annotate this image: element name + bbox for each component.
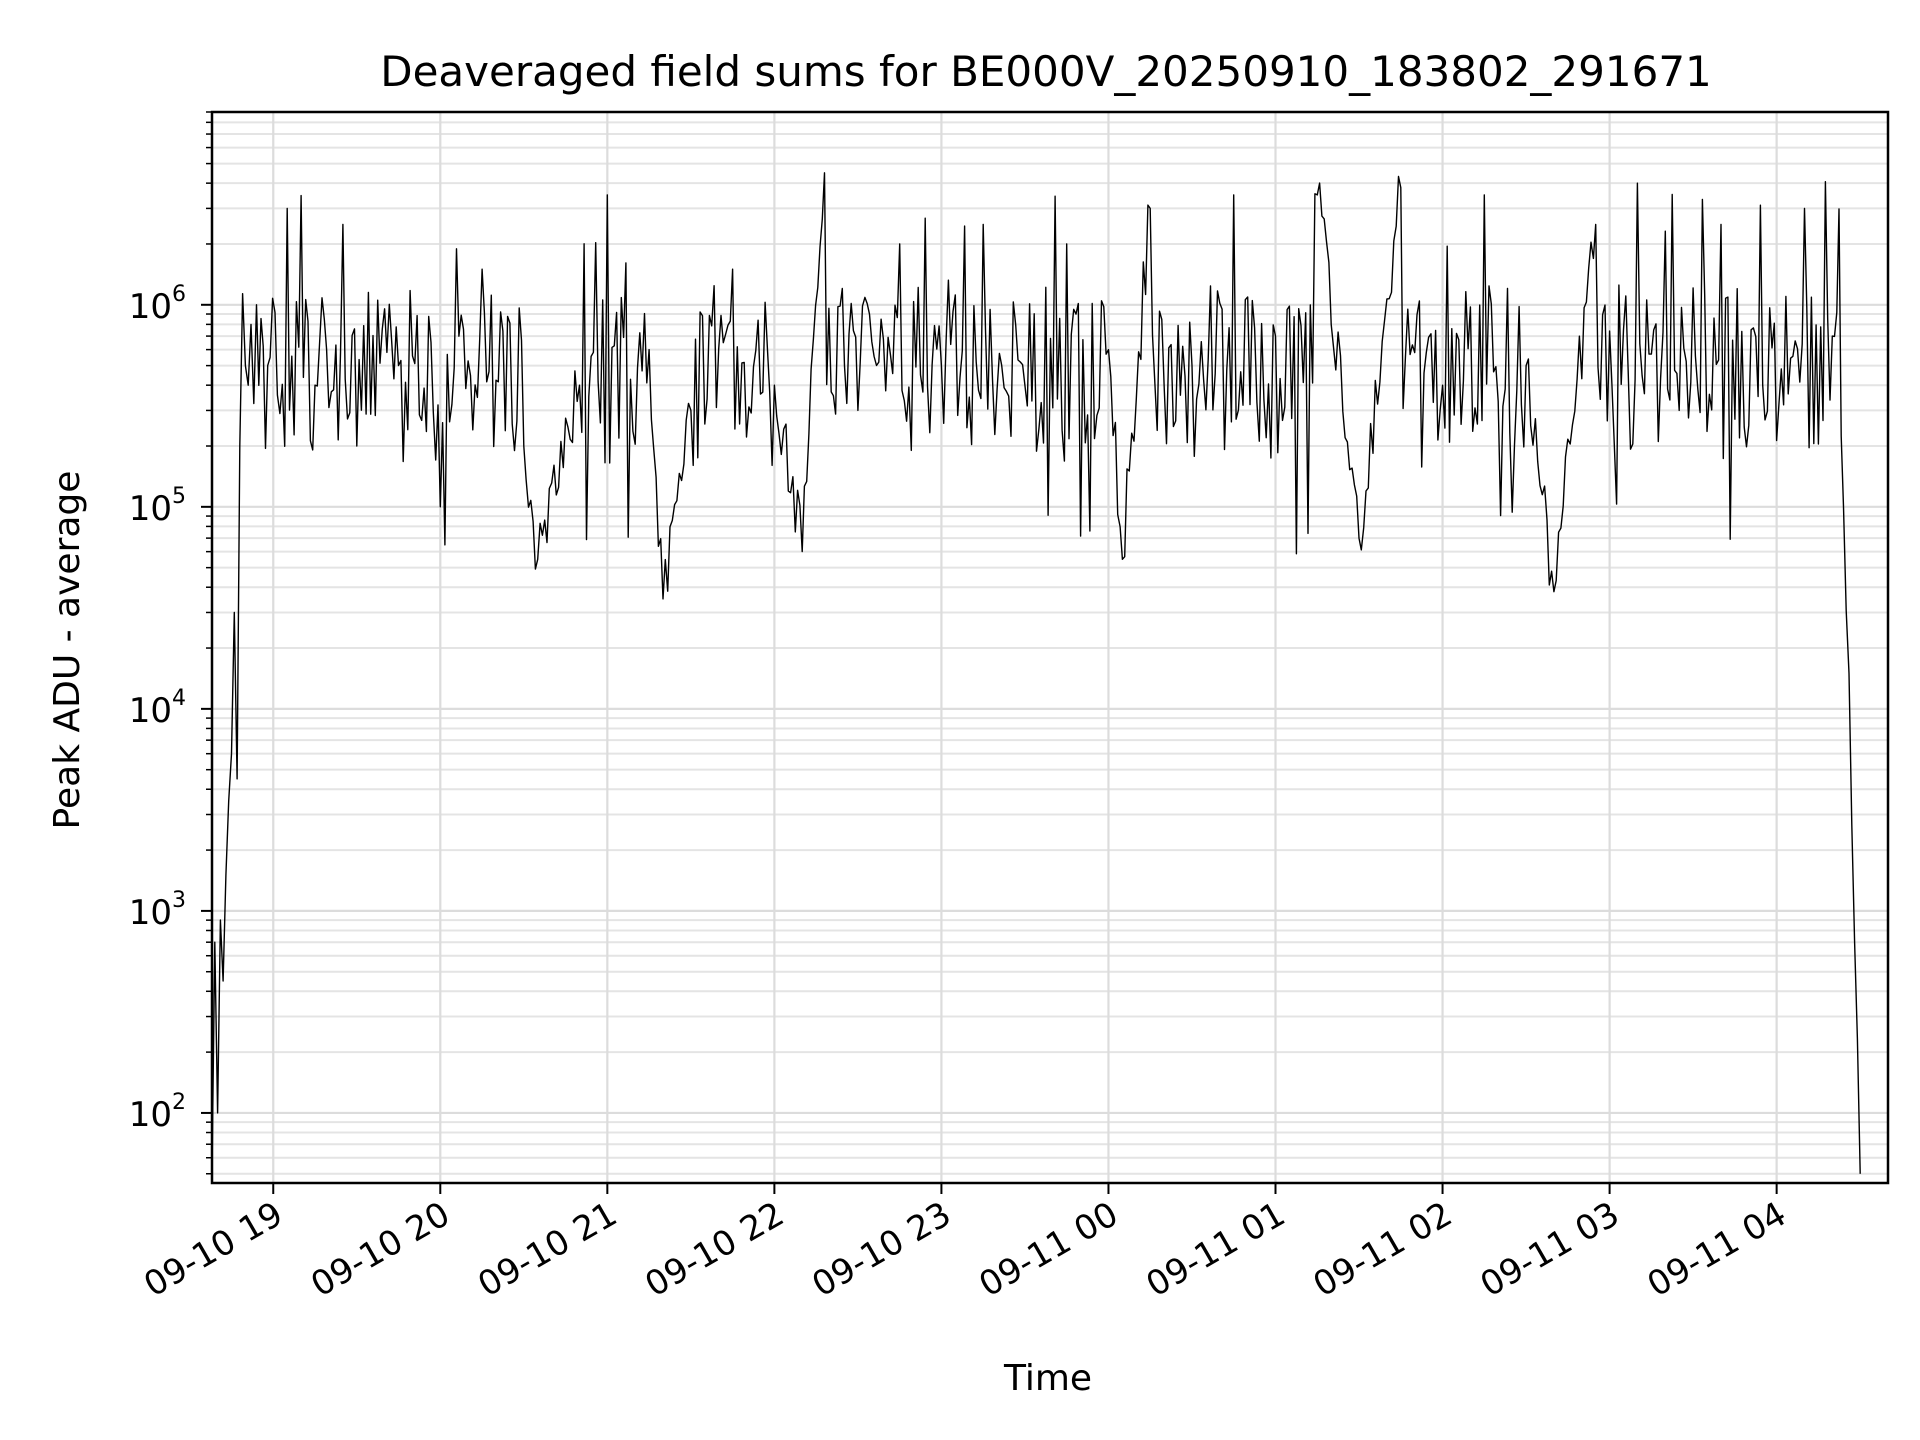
- y-axis-label: Peak ADU - average: [47, 471, 88, 830]
- y-tick-label: 104: [129, 686, 186, 731]
- y-tick-label: 105: [129, 484, 186, 529]
- x-axis-label: Time: [1003, 1358, 1092, 1399]
- y-tick-label: 106: [129, 282, 186, 327]
- y-tick-label: 102: [129, 1090, 186, 1135]
- plot-area: [211, 172, 1861, 1174]
- chart-title: Deaveraged field sums for BE000V_2025091…: [380, 47, 1712, 96]
- data-series-line: [211, 172, 1861, 1174]
- y-tick-label: 103: [129, 888, 186, 933]
- grid-lines: [212, 111, 1888, 1183]
